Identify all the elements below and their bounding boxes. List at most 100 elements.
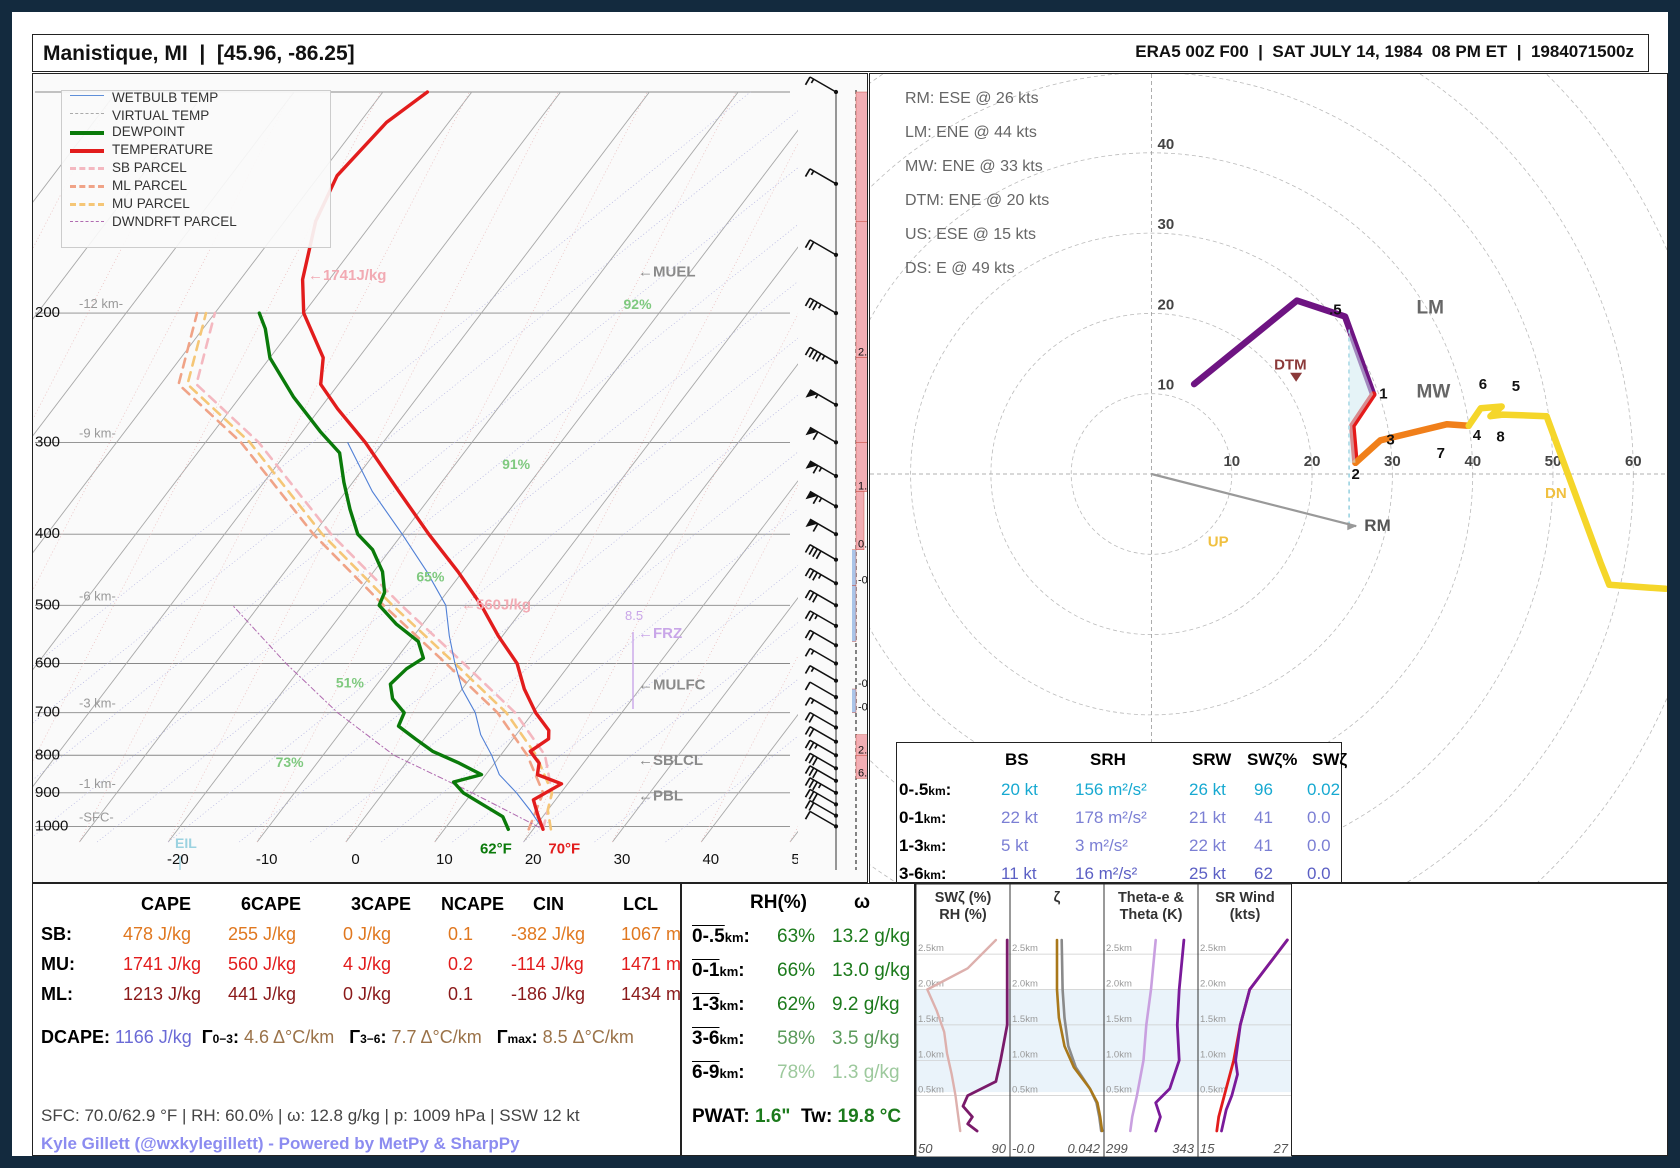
svg-text:343: 343 [1172,1141,1194,1156]
svg-text:20: 20 [1304,453,1321,470]
svg-text:←FRZ: ←FRZ [638,625,682,642]
svg-text:1.5km: 1.5km [1012,1014,1038,1025]
svg-text:6.8: 6.8 [858,767,868,779]
svg-text:900: 900 [35,784,60,801]
svg-text:ζ: ζ [1054,890,1061,906]
svg-text:10: 10 [436,851,453,868]
svg-text:40: 40 [702,851,719,868]
svg-text:←560J/kg: ←560J/kg [461,596,531,613]
svg-text:600: 600 [35,655,60,672]
svg-text:←PBL: ←PBL [638,788,683,805]
svg-text:MW: MW [1417,382,1451,403]
svg-text:1: 1 [1379,386,1387,403]
svg-text:-SFC-: -SFC- [79,809,114,824]
svg-text:2.0km: 2.0km [1012,979,1038,990]
svg-text:200: 200 [35,304,60,321]
svg-text:2.0km: 2.0km [1106,979,1132,990]
svg-text:20: 20 [525,851,542,868]
svg-text:800: 800 [35,746,60,763]
svg-text:1.2: 1.2 [858,481,868,493]
svg-text:-12 km-: -12 km- [79,296,123,311]
svg-text:60: 60 [1625,453,1642,470]
svg-text:1.0km: 1.0km [918,1049,944,1060]
svg-text:Theta-e &: Theta-e & [1118,890,1185,906]
svg-text:30: 30 [1158,216,1175,233]
svg-text:SR Wind: SR Wind [1215,890,1274,906]
svg-text:2.5km: 2.5km [918,943,944,954]
svg-text:1.5km: 1.5km [1106,1014,1132,1025]
svg-text:15: 15 [1200,1141,1215,1156]
svg-text:2.5km: 2.5km [1106,943,1132,954]
svg-text:8: 8 [1496,428,1504,445]
svg-text:1000: 1000 [35,817,68,834]
svg-text:DTM: DTM [1274,357,1307,374]
svg-text:400: 400 [35,525,60,542]
svg-text:2.5km: 2.5km [1200,943,1226,954]
svg-text:0.5km: 0.5km [1200,1085,1226,1096]
svg-text:40: 40 [1464,453,1481,470]
svg-text:Theta (K): Theta (K) [1120,907,1183,923]
svg-text:5: 5 [1512,378,1520,395]
svg-text:2.6: 2.6 [858,347,868,359]
svg-text:65%: 65% [416,569,445,585]
svg-text:1.0km: 1.0km [1106,1049,1132,1060]
svg-text:92%: 92% [624,296,653,312]
svg-text:.5: .5 [1329,302,1342,319]
svg-text:3: 3 [1386,431,1394,448]
svg-text:30: 30 [1384,453,1401,470]
svg-text:SWζ (%): SWζ (%) [935,890,992,906]
svg-text:51%: 51% [336,675,365,691]
svg-text:299: 299 [1105,1141,1128,1156]
svg-text:700: 700 [35,704,60,721]
svg-text:2: 2 [1352,466,1360,483]
svg-text:73%: 73% [276,754,305,770]
svg-text:-0.8: -0.8 [858,575,868,587]
svg-text:27: 27 [1273,1141,1289,1156]
svg-text:62°F: 62°F [480,840,512,857]
svg-text:0.042: 0.042 [1067,1141,1100,1156]
svg-text:1.0km: 1.0km [1200,1049,1226,1060]
svg-text:10: 10 [1158,377,1175,394]
svg-text:UP: UP [1208,533,1229,550]
svg-text:20: 20 [1158,296,1175,313]
svg-text:2.5km: 2.5km [1012,943,1038,954]
svg-text:10: 10 [1223,453,1240,470]
svg-text:1.5km: 1.5km [1200,1014,1226,1025]
svg-text:-1 km-: -1 km- [79,776,116,791]
svg-text:2.0km: 2.0km [1200,979,1226,990]
svg-text:←SBLCL: ←SBLCL [638,752,703,769]
svg-text:0.5: 0.5 [858,539,868,551]
svg-text:0.5km: 0.5km [1012,1085,1038,1096]
svg-text:300: 300 [35,433,60,450]
svg-text:-9 km-: -9 km- [79,425,116,440]
svg-text:(kts): (kts) [1230,907,1261,923]
svg-text:70°F: 70°F [548,840,580,857]
svg-text:DN: DN [1545,485,1567,502]
svg-text:8.5: 8.5 [625,608,643,623]
svg-text:500: 500 [35,596,60,613]
svg-text:90: 90 [992,1141,1007,1156]
svg-text:EIL: EIL [175,835,197,851]
svg-text:←MUEL: ←MUEL [638,263,696,280]
svg-text:-3 km-: -3 km- [79,696,116,711]
svg-text:7: 7 [1437,445,1445,462]
svg-text:40: 40 [1158,136,1175,153]
svg-text:1.0km: 1.0km [1012,1049,1038,1060]
svg-text:0.5km: 0.5km [1106,1085,1132,1096]
svg-text:←MULFC: ←MULFC [638,677,706,694]
svg-text:-20: -20 [167,851,189,868]
svg-text:50: 50 [918,1141,933,1156]
svg-text:-0.7: -0.7 [858,702,868,714]
svg-text:6: 6 [1479,376,1487,393]
svg-text:-10: -10 [256,851,278,868]
svg-text:-0.0: -0.0 [858,678,868,690]
svg-text:←1741J/kg: ←1741J/kg [308,267,386,284]
svg-text:RM: RM [1364,516,1390,535]
svg-text:0.5km: 0.5km [918,1085,944,1096]
svg-text:4: 4 [1473,427,1482,444]
svg-text:-6 km-: -6 km- [79,588,116,603]
svg-text:91%: 91% [502,456,531,472]
svg-text:0: 0 [351,851,359,868]
svg-text:-0.0: -0.0 [1012,1141,1035,1156]
svg-text:LM: LM [1417,297,1444,318]
